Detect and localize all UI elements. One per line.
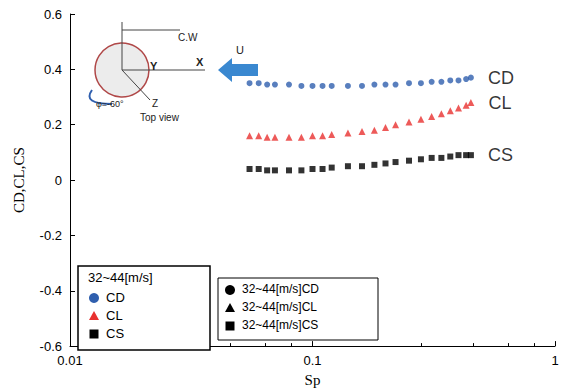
svg-text:Sp: Sp [305,372,321,388]
svg-text:CD: CD [488,68,514,88]
svg-text:-0.6: -0.6 [40,339,62,354]
svg-text:Top view: Top view [140,112,180,123]
svg-text:32~44[m/s]CD: 32~44[m/s]CD [242,282,319,296]
svg-text:32~44[m/s]: 32~44[m/s] [88,270,153,285]
svg-text:0.6: 0.6 [44,7,62,22]
svg-text:0.01: 0.01 [57,353,82,368]
svg-text:CL: CL [106,308,123,323]
svg-text:CD: CD [106,290,125,305]
svg-text:U: U [236,44,244,56]
svg-text:φ=-60°: φ=-60° [96,99,124,109]
svg-text:1: 1 [551,353,558,368]
svg-text:0: 0 [55,173,62,188]
svg-text:-0.4: -0.4 [40,283,62,298]
svg-text:CD,CL,CS: CD,CL,CS [11,147,27,213]
svg-text:0.1: 0.1 [303,353,321,368]
svg-text:CS: CS [106,326,124,341]
svg-text:Z: Z [152,98,158,109]
svg-text:Y: Y [150,60,158,72]
svg-text:X: X [196,56,204,68]
svg-text:CS: CS [488,145,513,165]
svg-text:32~44[m/s]CL: 32~44[m/s]CL [242,300,317,314]
svg-text:0.2: 0.2 [44,117,62,132]
svg-text:C.W: C.W [178,32,198,43]
svg-text:32~44[m/s]CS: 32~44[m/s]CS [242,318,318,332]
svg-text:-0.2: -0.2 [40,228,62,243]
svg-text:0.4: 0.4 [44,62,62,77]
svg-text:CL: CL [488,93,511,113]
